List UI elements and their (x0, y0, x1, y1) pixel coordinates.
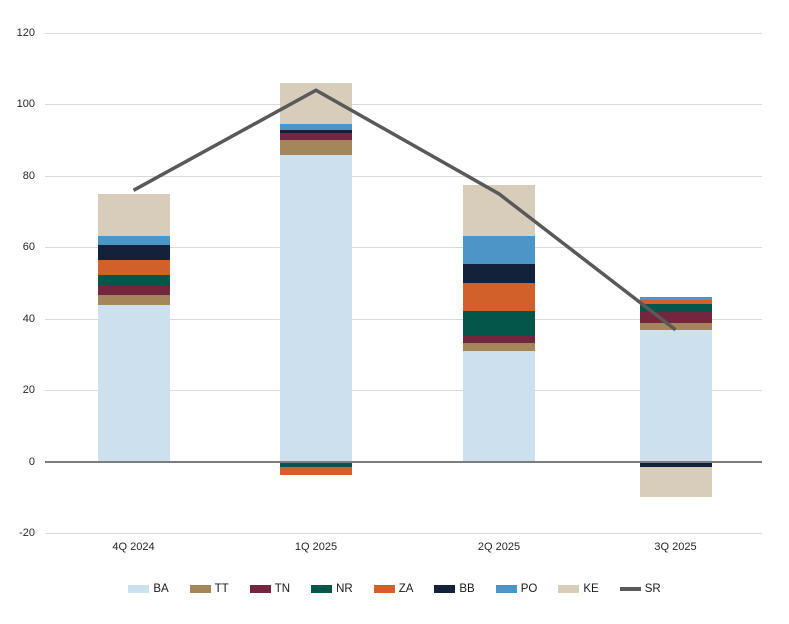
y-tick-label: 100 (16, 98, 35, 110)
x-axis-label: 4Q 2024 (112, 541, 155, 553)
legend-item-tn: TN (249, 583, 291, 595)
legend-item-bb: BB (434, 583, 475, 595)
legend-swatch-tt (189, 585, 211, 593)
legend-label-za: ZA (398, 583, 414, 595)
y-tick-label: 60 (22, 241, 35, 253)
bar-segment-tt-2 (280, 139, 352, 155)
legend-swatch-ba (128, 585, 150, 593)
bar-segment-tn-1 (97, 285, 170, 295)
bar-segment-tn-4 (639, 311, 712, 324)
legend-item-sr: SR (619, 583, 661, 595)
legend-swatch-bb (434, 585, 456, 593)
gridline (45, 533, 762, 534)
bar-segment-bb-4 (639, 462, 712, 467)
legend-item-po: PO (495, 583, 538, 595)
bar-segment-tt-3 (463, 343, 535, 352)
bar-segment-tt-4 (639, 323, 712, 330)
bar-segment-ba-2 (280, 154, 352, 462)
legend-label-ke: KE (583, 583, 599, 595)
bar-segment-za-1 (97, 260, 170, 275)
bar-segment-ke-1 (97, 193, 170, 237)
bar-segment-ba-4 (639, 329, 712, 462)
bar-segment-za-3 (463, 283, 535, 312)
gridline (45, 32, 762, 34)
bar-segment-nr-3 (463, 311, 535, 337)
bar-segment-po-1 (97, 236, 170, 246)
legend-item-tt: TT (189, 583, 229, 595)
y-tick-label: 20 (22, 384, 35, 396)
legend-label-sr: SR (644, 583, 661, 595)
bar-segment-za-2 (280, 466, 352, 475)
gridline (45, 175, 762, 177)
bar-segment-ke-3 (463, 185, 535, 237)
bar-segment-ba-1 (97, 304, 170, 462)
legend-swatch-za (373, 585, 395, 593)
bar-segment-ba-3 (463, 351, 535, 462)
bar-segment-po-2 (280, 124, 352, 130)
legend-label-tn: TN (274, 583, 291, 595)
x-axis-label: 1Q 2025 (294, 541, 338, 553)
gridline (45, 104, 762, 105)
y-tick-label: -20 (19, 527, 35, 539)
legend-item-za: ZA (373, 583, 414, 595)
legend-line-swatch-sr (619, 587, 641, 591)
bar-segment-ke-2 (280, 83, 352, 125)
y-tick-label: 120 (16, 26, 35, 39)
bar-segment-ke-4 (639, 466, 712, 497)
legend-label-po: PO (520, 583, 538, 595)
legend-item-ba: BA (128, 583, 169, 595)
bar-segment-bb-1 (97, 245, 170, 261)
x-axis-label: 2Q 2025 (477, 541, 521, 553)
zero-axis-line (45, 461, 762, 463)
bar-segment-po-4 (639, 297, 712, 301)
bar-segment-tt-1 (97, 294, 170, 305)
legend-label-nr: NR (336, 583, 353, 595)
bar-segment-za-4 (639, 300, 712, 304)
legend-label-bb: BB (459, 583, 475, 595)
bar-segment-tn-3 (463, 336, 535, 344)
legend-label-ba: BA (153, 583, 169, 595)
bar-segment-po-3 (463, 236, 535, 264)
y-tick-label: 0 (28, 455, 35, 468)
legend-item-nr: NR (311, 583, 353, 595)
legend-item-ke: KE (558, 583, 599, 595)
gridline (45, 390, 762, 391)
y-tick-label: 40 (22, 312, 35, 325)
bar-segment-tn-2 (280, 132, 352, 140)
legend-swatch-nr (311, 585, 333, 593)
bar-segment-nr-4 (639, 303, 712, 312)
bar-segment-bb-2 (280, 129, 352, 133)
sr-trend-line (132, 88, 677, 332)
legend-swatch-tn (249, 585, 271, 593)
x-axis-label: 3Q 2025 (654, 541, 697, 553)
bar-segment-bb-3 (463, 263, 535, 284)
legend-swatch-po (495, 585, 517, 593)
bar-segment-nr-2 (280, 462, 352, 467)
legend-swatch-ke (558, 585, 580, 593)
y-tick-label: 80 (22, 169, 35, 182)
legend: BA TT TN NR ZA BB PO KE SR (0, 583, 789, 595)
legend-label-tt: TT (214, 583, 229, 595)
bar-segment-nr-1 (97, 274, 170, 286)
